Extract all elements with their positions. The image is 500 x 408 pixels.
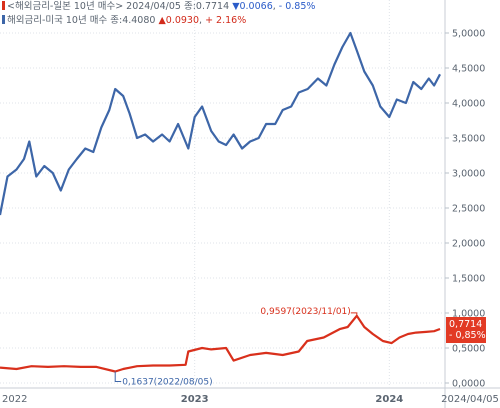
last-value-badge (446, 317, 486, 344)
legend-us-marker (2, 15, 5, 24)
y-tick-label: 2,5000 (452, 204, 485, 215)
y-tick-label: 0,5000 (452, 344, 485, 355)
legend-us-pct: + 2.16% (205, 15, 247, 26)
legend-us-value: 종:4.4080 (110, 15, 156, 26)
annotation-low: 0,1637(2022/08/05) (122, 378, 212, 388)
y-tick-label: 3,0000 (452, 169, 485, 180)
legend-japan-label-prefix: < (7, 1, 15, 12)
y-tick-label: 2,0000 (452, 239, 485, 250)
last-value-badge-text: 0,7714 (449, 319, 482, 330)
y-tick-label: 5,0000 (452, 29, 485, 40)
legend-us-change: ▲0.0930 (158, 15, 200, 26)
series-us (0, 31, 441, 216)
x-tick-label: 2023 (181, 394, 209, 405)
legend-japan[interactable]: <해외금리-일본 10년 매수> 2024/04/05 종:0.7714 ▼0.… (2, 1, 315, 13)
series-japan (0, 314, 441, 373)
legend-japan-change: ▼0.0066 (232, 1, 273, 12)
annotation-high: 0,9597(2023/11/01) (260, 307, 350, 317)
y-tick-label: 1,5000 (452, 274, 485, 285)
last-value-badge-text: - 0,85% (449, 330, 486, 341)
annotation-leader (350, 312, 358, 316)
x-tick-label: 2024 (375, 394, 403, 405)
legend-japan-marker (2, 1, 5, 10)
legend-us[interactable]: 해외금리-미국 10년 매수 종:4.4080 ▲0.0930, + 2.16% (2, 15, 246, 27)
legend-japan-label: 해외금리-일본 10년 매수 (14, 1, 116, 12)
legend-us-label: 해외금리-미국 10년 매수 (7, 15, 108, 26)
series-line (0, 314, 441, 373)
legend-japan-value: 종:0.7714 (183, 1, 230, 12)
y-tick-label: 4,5000 (452, 64, 485, 75)
legend-date: 2024/04/05 (126, 1, 181, 12)
y-tick-label: 4,0000 (452, 99, 485, 110)
x-tick-label: 2024/04/05 (441, 394, 499, 405)
y-tick-label: 1,0000 (452, 309, 485, 320)
y-tick-label: 3,5000 (452, 134, 485, 145)
legend-japan-pct: - 0.85% (278, 1, 316, 12)
y-tick-label: 0,0000 (452, 379, 485, 390)
x-tick-label: 2022 (2, 394, 27, 405)
series-line (0, 31, 441, 216)
annotation-leader (114, 371, 122, 383)
